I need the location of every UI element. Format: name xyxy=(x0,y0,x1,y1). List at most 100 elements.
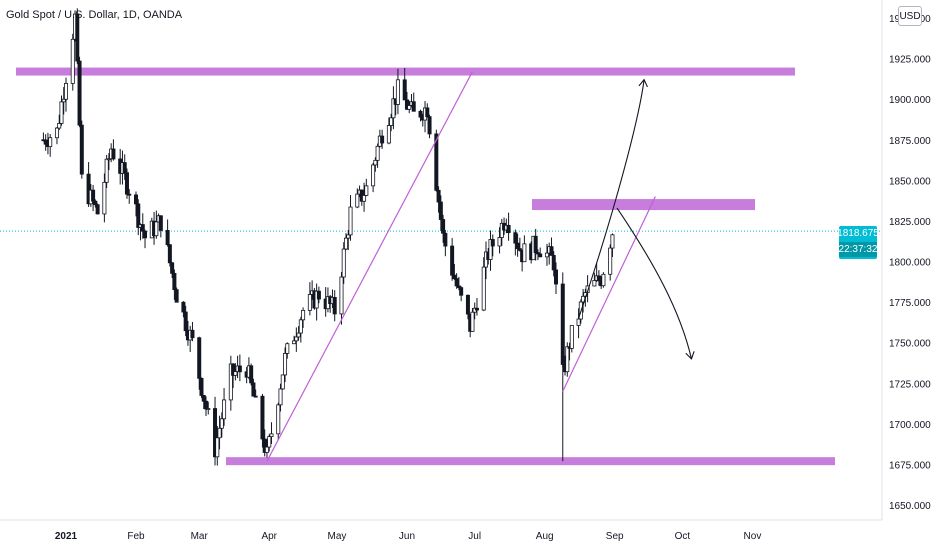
currency-button[interactable]: USD xyxy=(898,6,922,26)
candle-up xyxy=(267,436,272,448)
candle-up xyxy=(343,237,348,250)
candle-down xyxy=(490,239,495,247)
candle-down xyxy=(465,294,470,315)
candle-up xyxy=(48,137,53,148)
candle-down xyxy=(434,133,439,191)
candle-down xyxy=(77,60,82,126)
candle-down xyxy=(474,307,479,311)
candle-up xyxy=(395,79,400,105)
candle-up xyxy=(264,446,269,453)
candle-up xyxy=(276,404,281,435)
candle-down xyxy=(436,189,441,203)
candle-down xyxy=(43,139,48,145)
candle-up xyxy=(285,343,290,354)
candle-down xyxy=(551,255,556,271)
time-tick-label: Mar xyxy=(191,531,209,542)
price-tick-label: 1700.000 xyxy=(889,420,931,431)
candle-up xyxy=(292,340,297,345)
candle-down xyxy=(452,274,457,280)
candle-up xyxy=(57,123,62,129)
candle-down xyxy=(140,224,145,232)
candle-up xyxy=(102,181,107,215)
projection-down-arrow xyxy=(616,207,693,360)
candle-down xyxy=(203,400,208,410)
candle-up xyxy=(296,332,301,338)
candle-up xyxy=(307,294,312,311)
price-tick-label: 1875.000 xyxy=(889,136,931,147)
candle-up xyxy=(373,159,378,166)
candle-down xyxy=(454,278,459,287)
candle-up xyxy=(339,276,344,315)
time-tick-label: Apr xyxy=(261,531,277,542)
candle-down xyxy=(456,285,461,289)
candle-down xyxy=(167,244,172,264)
candle-down xyxy=(165,230,170,246)
candle-down xyxy=(253,395,258,398)
candle-up xyxy=(576,318,581,326)
candle-down xyxy=(535,252,540,255)
candle-up xyxy=(206,408,211,410)
candle-down xyxy=(183,311,188,332)
candle-down xyxy=(332,296,337,315)
candle-up xyxy=(592,280,597,287)
resistance-support-zones xyxy=(0,67,882,466)
candle-up xyxy=(104,158,109,183)
candle-down xyxy=(127,193,132,196)
price-zone xyxy=(16,67,795,76)
candle-down xyxy=(75,13,80,62)
candle-up xyxy=(61,98,66,103)
candle-down xyxy=(380,135,385,144)
candle-up xyxy=(389,117,394,126)
candle-down xyxy=(231,363,236,376)
candle-down xyxy=(262,438,267,453)
time-tick-label: Feb xyxy=(127,531,145,542)
candle-down xyxy=(425,107,430,118)
last-price-value: 1818.675 xyxy=(837,228,879,239)
price-tick-label: 1800.000 xyxy=(889,258,931,269)
candle-up xyxy=(348,206,353,236)
candle-down xyxy=(260,395,265,440)
candle-up xyxy=(269,433,274,438)
price-tick-label: 1825.000 xyxy=(889,217,931,228)
candle-down xyxy=(441,219,446,234)
candle-down xyxy=(549,246,554,256)
candle-up xyxy=(407,105,412,110)
candle-down xyxy=(199,377,204,396)
candle-up xyxy=(283,353,288,376)
candle-down xyxy=(443,232,448,247)
candle-down xyxy=(554,269,559,285)
candle-down xyxy=(404,99,409,110)
price-tick-label: 1925.000 xyxy=(889,55,931,66)
price-axis[interactable]: 1950.0001925.0001900.0001875.0001850.000… xyxy=(881,0,931,520)
candle-down xyxy=(538,253,543,258)
candle-up xyxy=(497,237,502,247)
candle-up xyxy=(544,252,549,258)
candle-up xyxy=(280,374,285,390)
candle-down xyxy=(190,329,195,339)
trend-drawings xyxy=(266,71,695,462)
candle-down xyxy=(136,203,141,228)
candle-down xyxy=(174,289,179,303)
candle-up xyxy=(59,101,64,124)
candle-up xyxy=(233,371,238,376)
candle-down xyxy=(95,204,100,215)
candle-down xyxy=(506,224,511,234)
candle-up xyxy=(278,388,283,406)
price-zone xyxy=(532,199,755,211)
candle-down xyxy=(459,287,464,296)
time-tick-label: Sep xyxy=(606,531,624,542)
candle-down xyxy=(158,215,163,231)
trendline xyxy=(562,196,656,392)
candle-down xyxy=(170,262,175,274)
price-tick-label: 1650.000 xyxy=(889,501,931,512)
candle-up xyxy=(565,346,570,373)
time-tick-label: Jul xyxy=(468,531,481,542)
candle-down xyxy=(86,173,91,205)
projection-up-arrow xyxy=(578,79,645,319)
candle-down xyxy=(513,232,518,244)
candle-up xyxy=(601,273,606,287)
candle-up xyxy=(294,336,299,342)
price-zone xyxy=(226,457,835,466)
time-axis[interactable]: 2021 Feb Mar Apr May Jun Jul Aug Sep Oct Nov xyxy=(0,519,882,542)
